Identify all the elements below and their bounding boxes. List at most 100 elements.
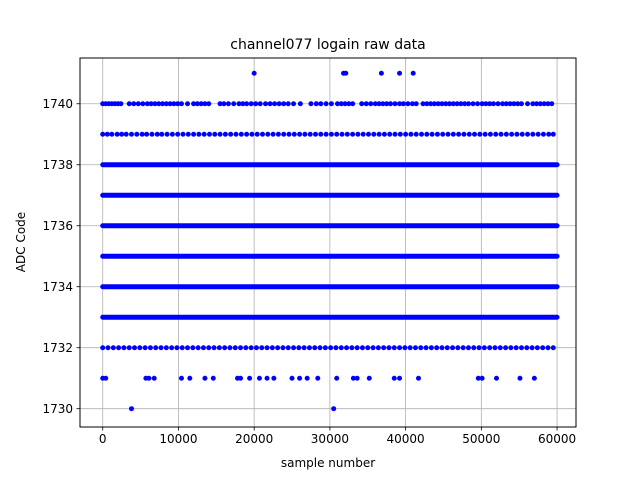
data-point xyxy=(185,101,191,107)
data-point xyxy=(537,101,543,107)
data-point xyxy=(232,345,238,351)
data-point xyxy=(280,345,286,351)
data-point xyxy=(376,101,382,107)
data-point xyxy=(312,345,318,351)
data-point xyxy=(202,375,208,381)
data-point xyxy=(236,101,242,107)
data-band xyxy=(100,284,560,290)
data-point xyxy=(524,345,530,351)
data-point xyxy=(139,131,145,137)
data-point xyxy=(187,375,193,381)
data-point xyxy=(334,101,340,107)
data-point xyxy=(509,131,515,137)
x-tick-label: 40000 xyxy=(387,432,425,446)
data-point xyxy=(251,70,257,76)
data-point xyxy=(281,131,287,137)
data-point xyxy=(477,131,483,137)
data-point xyxy=(144,101,150,107)
data-point xyxy=(146,375,152,381)
data-point xyxy=(118,101,124,107)
data-point xyxy=(291,345,297,351)
data-point xyxy=(545,101,551,107)
data-point xyxy=(483,101,489,107)
data-point xyxy=(470,101,476,107)
data-point xyxy=(550,345,556,351)
data-point xyxy=(466,131,472,137)
data-point xyxy=(256,375,262,381)
data-point xyxy=(201,131,207,137)
y-tick-label: 1740 xyxy=(42,97,73,111)
data-point xyxy=(515,101,521,107)
data-point xyxy=(513,345,519,351)
data-point xyxy=(156,101,162,107)
data-point xyxy=(461,131,467,137)
data-point xyxy=(248,101,254,107)
data-point xyxy=(370,345,376,351)
data-point xyxy=(259,345,265,351)
data-point xyxy=(465,101,471,107)
data-point xyxy=(387,101,393,107)
data-point xyxy=(381,345,387,351)
data-point xyxy=(397,70,403,76)
data-point xyxy=(503,345,509,351)
data-point xyxy=(233,131,239,137)
data-point xyxy=(128,131,134,137)
y-axis-ticks: 1730 1732 1734 1736 1738 1740 xyxy=(42,97,80,416)
data-point xyxy=(439,345,445,351)
data-point xyxy=(121,345,127,351)
data-point xyxy=(217,101,223,107)
data-point xyxy=(304,375,310,381)
data-point xyxy=(350,131,356,137)
data-point xyxy=(407,345,413,351)
data-band xyxy=(100,314,560,320)
data-point xyxy=(428,101,434,107)
data-point xyxy=(302,131,308,137)
data-point xyxy=(275,345,281,351)
data-point xyxy=(412,345,418,351)
data-point xyxy=(194,101,200,107)
data-point xyxy=(296,345,302,351)
data-point xyxy=(354,345,360,351)
data-point xyxy=(386,345,392,351)
data-point xyxy=(163,101,169,107)
data-point xyxy=(217,131,223,137)
data-point xyxy=(387,131,393,137)
data-point xyxy=(530,131,536,137)
data-point xyxy=(540,345,546,351)
data-point xyxy=(195,345,201,351)
y-axis-label: ADC Code xyxy=(14,212,28,272)
data-point xyxy=(391,345,397,351)
data-point xyxy=(423,345,429,351)
data-point xyxy=(365,345,371,351)
data-point xyxy=(243,345,249,351)
data-point xyxy=(159,131,165,137)
x-tick-label: 30000 xyxy=(311,432,349,446)
data-point xyxy=(378,70,384,76)
data-point xyxy=(549,101,555,107)
data-point xyxy=(149,131,155,137)
data-point xyxy=(371,131,377,137)
data-point xyxy=(222,345,228,351)
data-point xyxy=(160,101,166,107)
data-point xyxy=(134,131,140,137)
data-point xyxy=(315,375,321,381)
data-point xyxy=(178,101,184,107)
data-point xyxy=(420,101,426,107)
data-point xyxy=(104,131,110,137)
data-band xyxy=(100,162,560,168)
data-point xyxy=(128,406,134,412)
data-point xyxy=(240,101,246,107)
x-tick-label: 20000 xyxy=(235,432,273,446)
data-point xyxy=(142,345,148,351)
data-point xyxy=(535,131,541,137)
data-point xyxy=(413,101,419,107)
data-point xyxy=(354,375,360,381)
data-point xyxy=(269,345,275,351)
data-point xyxy=(153,345,159,351)
data-point xyxy=(216,345,222,351)
data-point xyxy=(238,345,244,351)
data-point xyxy=(350,375,356,381)
data-point xyxy=(487,101,493,107)
data-point xyxy=(331,406,337,412)
data-point xyxy=(178,375,184,381)
